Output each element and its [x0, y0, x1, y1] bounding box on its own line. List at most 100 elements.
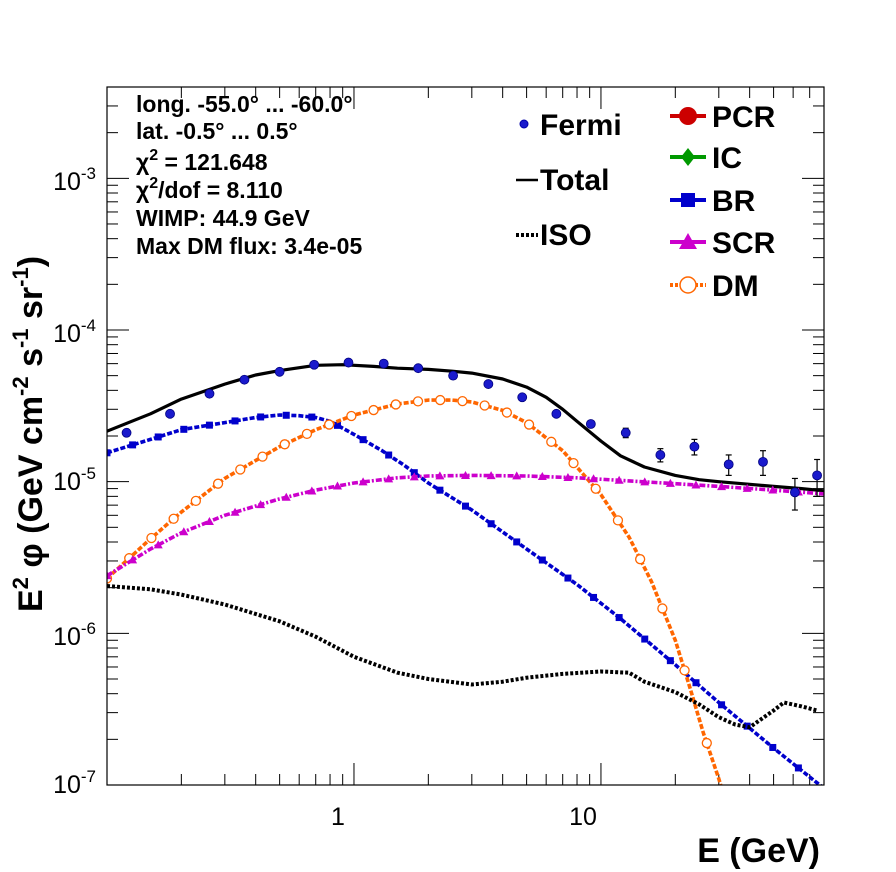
fermi-point	[309, 359, 320, 370]
series-marker-dm	[146, 532, 157, 544]
series-marker-dm	[346, 410, 357, 422]
fermi-marker	[239, 374, 250, 385]
series-marker-scr	[256, 500, 266, 509]
series-marker-scr	[614, 475, 624, 484]
legend-dm-label: DM	[712, 270, 759, 303]
series-marker-dm	[501, 407, 513, 418]
series-marker-br	[769, 743, 777, 751]
series-marker-br	[462, 502, 469, 510]
legend-pcr-label: PCR	[712, 101, 776, 134]
fermi-point	[620, 427, 631, 439]
fermi-point	[274, 366, 285, 377]
info-latitude: lat. -0.5° ... 0.5°	[136, 118, 298, 144]
series-marker-br	[692, 679, 700, 687]
series-marker-br	[359, 436, 367, 444]
info-chi2-per-dof: χ2/dof = 8.110	[136, 175, 283, 203]
series-marker-scr	[204, 517, 214, 526]
series-marker-br	[513, 538, 521, 546]
series-marker-scr	[486, 471, 496, 480]
series-marker-dm	[190, 495, 202, 507]
x-tick-labels: 1 10	[331, 803, 597, 831]
series-marker-scr	[742, 483, 752, 492]
y-tick-label-1e-4: 10-4	[53, 316, 96, 348]
legend-iso-label: ISO	[540, 219, 592, 252]
series-marker-dm	[212, 478, 224, 489]
series-marker-scr	[512, 471, 522, 480]
series-marker-dm	[679, 665, 690, 676]
legend-left: Fermi Total ISO	[516, 109, 622, 252]
series-marker-scr	[589, 474, 599, 483]
fermi-point	[812, 458, 822, 497]
fermi-marker	[309, 359, 320, 370]
series-marker-scr	[435, 471, 445, 480]
series-marker-scr	[358, 477, 368, 486]
series-marker-scr	[281, 492, 291, 501]
series-marker-scr	[179, 527, 189, 536]
info-chi2: χ2 = 121.648	[136, 147, 268, 175]
series-line-total	[107, 363, 824, 493]
series-marker-br	[257, 413, 265, 421]
x-axis-title: E (GeV)	[697, 832, 820, 870]
series-marker-br	[154, 433, 162, 441]
fermi-point	[655, 448, 666, 463]
series-marker-scr	[332, 481, 342, 490]
fermi-marker	[655, 450, 666, 460]
y-tick-labels: 10-7 10-6 10-5 10-4 10-3	[53, 164, 96, 799]
legend-fermi-marker	[519, 119, 529, 129]
info-max-dm-flux: Max DM flux: 3.4e-05	[136, 233, 362, 259]
fermi-point	[239, 374, 250, 385]
fermi-point	[517, 392, 528, 403]
fermi-point	[413, 363, 424, 374]
fermi-point	[790, 477, 800, 511]
fermi-marker	[620, 427, 631, 438]
legend-ic-marker	[681, 148, 695, 166]
series-marker-scr	[717, 482, 727, 491]
series-marker-br	[564, 574, 572, 582]
series-marker-dm	[657, 603, 668, 614]
series-marker-br	[129, 441, 137, 449]
fermi-marker	[723, 459, 734, 470]
series-marker-br	[107, 449, 111, 457]
series-marker-dm	[368, 404, 379, 416]
series-marker-br	[538, 556, 546, 564]
x-tick-label-10: 10	[569, 803, 597, 831]
info-wimp-mass: WIMP: 44.9 GeV	[136, 205, 310, 231]
fermi-point	[551, 408, 562, 419]
legend-scr-label: SCR	[712, 227, 776, 260]
series-marker-scr	[307, 486, 317, 495]
fermi-marker	[413, 363, 424, 374]
legend-pcr-marker	[679, 107, 697, 125]
series-marker-br	[180, 425, 188, 433]
series-marker-dm	[323, 419, 335, 430]
series-iso	[107, 584, 818, 730]
series-marker-br	[385, 451, 393, 459]
series-marker-dm	[635, 554, 646, 565]
series-marker-dm	[612, 515, 624, 526]
axis-ticks	[106, 86, 825, 786]
legend-ic-label: IC	[712, 142, 742, 175]
fermi-point	[378, 358, 389, 369]
y-tick-label-1e-7: 10-7	[53, 767, 96, 799]
series-marker-dm	[390, 399, 401, 410]
fermi-marker	[585, 419, 596, 429]
series-marker-scr	[128, 555, 138, 564]
series-marker-dm	[257, 451, 268, 462]
legend-right: PCR IC BR SCR DM	[670, 101, 776, 303]
fermi-marker	[204, 388, 215, 399]
series-marker-br	[590, 593, 598, 601]
legend-dm-marker	[679, 276, 697, 294]
x-tick-label-1: 1	[331, 803, 345, 831]
fermi-point	[343, 357, 354, 368]
fermi-point	[483, 379, 494, 389]
series-marker-dm	[168, 513, 179, 524]
y-tick-label-1e-3: 10-3	[53, 164, 96, 196]
series-marker-dm	[412, 396, 424, 407]
series-marker-dm	[590, 483, 601, 494]
series-marker-br	[487, 520, 495, 528]
fit-info-block: long. -55.0° ... -60.0° lat. -0.5° ... 0…	[136, 91, 362, 259]
fermi-marker	[343, 357, 354, 368]
fermi-marker	[758, 456, 768, 467]
series-marker-br	[794, 764, 802, 772]
y-tick-label-1e-5: 10-5	[53, 464, 96, 496]
series-marker-br	[231, 417, 239, 425]
